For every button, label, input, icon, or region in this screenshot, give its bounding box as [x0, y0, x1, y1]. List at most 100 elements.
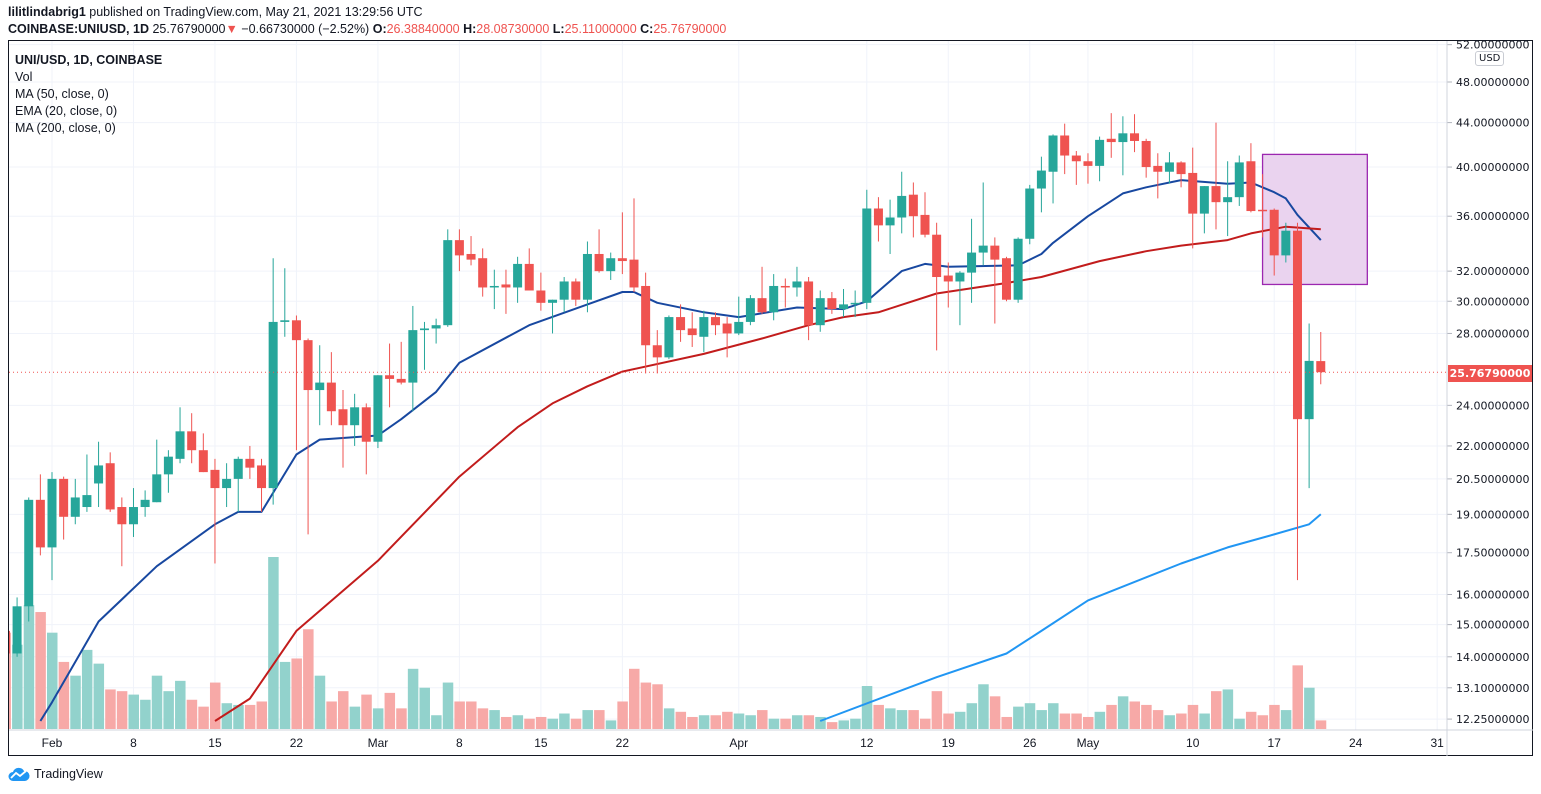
legend-ma200[interactable]: MA (200, close, 0): [15, 121, 116, 135]
x-tick-label: 26: [1023, 736, 1037, 750]
candle-body: [559, 281, 569, 300]
candle-body: [1199, 186, 1209, 214]
legend-vol[interactable]: Vol: [15, 70, 33, 84]
candle-body: [1246, 161, 1256, 212]
x-tick-label: Mar: [368, 736, 389, 750]
volume-bar: [140, 699, 151, 729]
volume-bar: [1187, 704, 1199, 729]
volume-bar: [1036, 710, 1047, 729]
volume-bar: [768, 718, 780, 729]
y-tick-label: 24.00000000: [1456, 399, 1529, 412]
candle-body: [303, 340, 313, 391]
y-tick-label: 14.00000000: [1456, 651, 1529, 664]
close-value: 25.76790000: [653, 22, 727, 36]
volume-bar: [629, 668, 640, 729]
volume-bar: [710, 715, 721, 729]
x-tick-label: 15: [208, 736, 222, 750]
y-tick-label: 28.00000000: [1456, 327, 1529, 340]
volume-bar: [23, 605, 35, 729]
volume-bar: [687, 716, 698, 729]
y-tick-label: 44.00000000: [1456, 117, 1529, 130]
rectangle-drawing: [1261, 153, 1368, 286]
volume-bar: [384, 692, 396, 729]
candle-body: [466, 253, 476, 260]
volume-bar: [175, 680, 186, 729]
candle-body: [536, 290, 546, 303]
candle-body: [850, 302, 860, 305]
x-tick-label: 8: [130, 736, 137, 750]
volume-bar: [47, 632, 58, 729]
candle-body: [1258, 209, 1268, 212]
volume-bar: [489, 710, 500, 729]
volume-bar: [547, 718, 559, 729]
volume-bar: [477, 708, 489, 729]
legend-ema20[interactable]: EMA (20, close, 0): [15, 104, 118, 118]
author-name[interactable]: lilitlindabrig1: [8, 5, 86, 19]
volume-bar: [70, 675, 81, 729]
candle-body: [967, 252, 977, 273]
volume-bar: [1176, 713, 1187, 729]
volume-bar: [1001, 716, 1012, 729]
volume-bar: [1269, 704, 1280, 729]
candle-body: [548, 299, 558, 303]
candle-body: [117, 507, 127, 525]
x-tick-label: 12: [860, 736, 874, 750]
currency-badge[interactable]: USD: [1475, 51, 1505, 66]
candle-body: [408, 330, 418, 383]
plot-area: [9, 113, 1447, 729]
candle-body: [734, 321, 744, 334]
candle-body: [1095, 139, 1105, 166]
candle-body: [198, 450, 208, 473]
volume-bar: [1292, 665, 1303, 729]
tradingview-cloud-icon: [8, 767, 30, 781]
candle-body: [128, 507, 138, 525]
candle-body: [1025, 188, 1035, 239]
candle-body: [1060, 135, 1070, 156]
candle-body: [1188, 172, 1198, 214]
volume-bar: [722, 711, 733, 729]
high-label: H:: [463, 22, 477, 36]
open-value: 26.38840000: [386, 22, 460, 36]
candle-body: [1164, 162, 1174, 172]
y-tick-label: 22.00000000: [1456, 440, 1529, 453]
candle-body: [780, 285, 790, 288]
candle-body: [350, 407, 360, 426]
volume-bar: [582, 710, 593, 729]
y-tick-label: 40.00000000: [1456, 161, 1529, 174]
volume-bar: [1071, 713, 1082, 729]
volume-bar: [570, 718, 582, 729]
triangle-down-icon: ▼: [225, 22, 238, 36]
volume-bar: [244, 704, 256, 729]
candle-body: [1118, 133, 1128, 143]
volume-bar: [896, 710, 908, 729]
candle-body: [175, 431, 185, 459]
volume-bar: [1304, 687, 1315, 729]
y-tick-label: 32.00000000: [1456, 265, 1529, 278]
candle-body: [908, 194, 918, 217]
volume-bar: [617, 701, 628, 729]
candle-body: [699, 317, 709, 337]
candle-body: [629, 259, 639, 288]
candle-body: [1281, 230, 1291, 256]
candle-body: [664, 317, 674, 358]
candle-body: [1141, 140, 1151, 168]
legend-ma50[interactable]: MA (50, close, 0): [15, 87, 109, 101]
candle-body: [152, 474, 162, 503]
volume-bar: [885, 708, 896, 729]
y-tick-label: 19.00000000: [1456, 508, 1529, 521]
candle-body: [70, 497, 80, 517]
candle-body: [897, 195, 907, 218]
volume-bar: [838, 720, 850, 729]
candle-body: [257, 465, 267, 489]
candle-body: [245, 458, 255, 468]
volume-bar: [396, 708, 407, 729]
volume-bar: [850, 718, 861, 729]
last-price: 25.76790000: [152, 22, 226, 36]
candle-body: [710, 317, 720, 326]
volume-bar: [279, 661, 291, 729]
footer-brand: TradingView: [8, 766, 103, 782]
chart-frame: [8, 40, 1533, 756]
candle-body: [594, 253, 604, 272]
y-tick-label: 20.50000000: [1456, 473, 1529, 486]
